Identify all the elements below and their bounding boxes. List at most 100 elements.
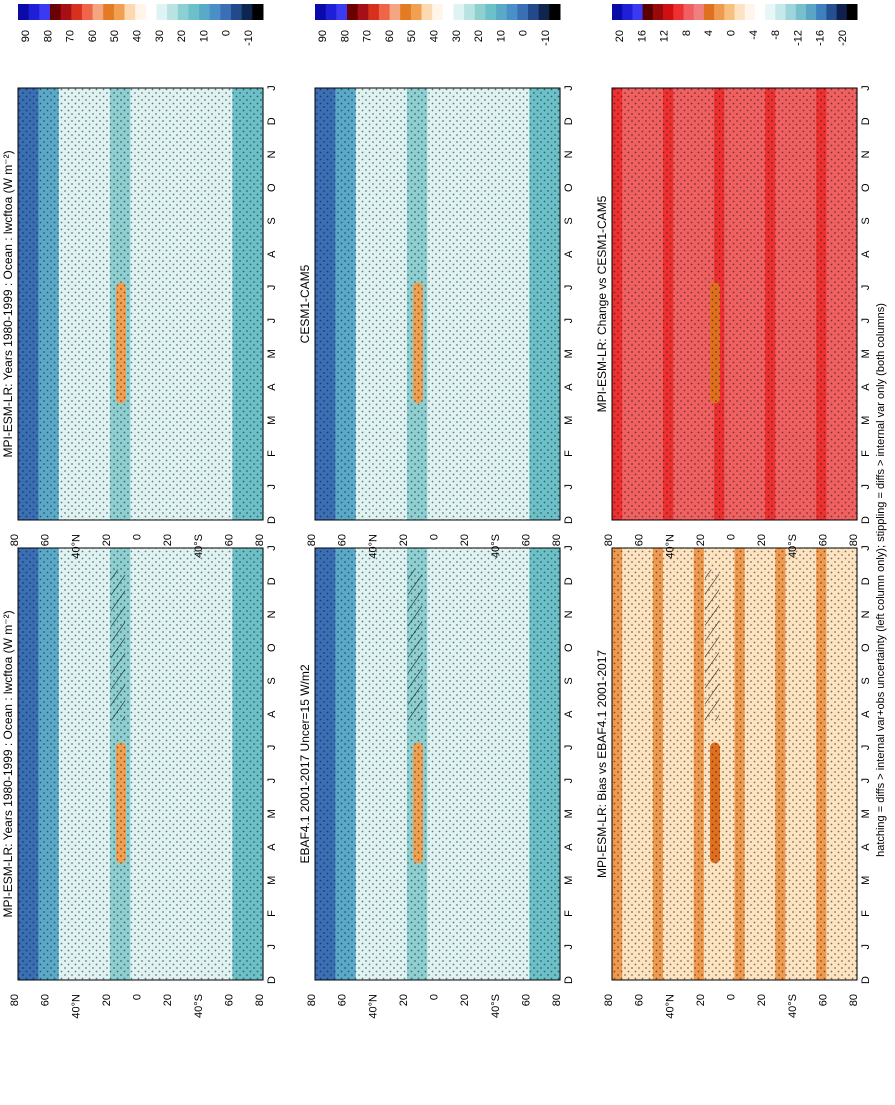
colorbar-swatch [612, 4, 623, 20]
stippling [315, 88, 560, 520]
month-tick: O [266, 183, 278, 192]
colorbar-swatch [315, 4, 327, 20]
colorbar-swatch [496, 4, 508, 20]
latitude-tick: 20 [756, 534, 768, 546]
month-tick: A [563, 383, 575, 391]
colorbar-swatch [241, 4, 253, 20]
colorbar-label: -12 [792, 30, 804, 46]
colorbar-swatch [124, 4, 136, 20]
stippling [315, 548, 560, 980]
latitude-tick: 40°N [70, 994, 82, 1019]
colorbar-label: 8 [681, 30, 693, 36]
colorbar-swatch [632, 4, 644, 20]
month-tick: D [266, 117, 278, 125]
month-tick: F [860, 910, 872, 917]
colorbar-swatch [464, 4, 476, 20]
month-tick: J [860, 85, 872, 91]
month-tick: O [563, 643, 575, 652]
month-tick: S [266, 677, 278, 684]
colorbar-swatch [836, 4, 848, 20]
panel-frame [17, 87, 264, 521]
month-tick: N [860, 150, 872, 158]
latitude-tick: 60 [337, 994, 349, 1006]
latitude-tick: 60 [40, 994, 52, 1006]
colorbar-swatch [642, 4, 654, 20]
stippling [18, 548, 263, 980]
colorbar-swatch [765, 4, 776, 20]
colorbar-swatch [71, 4, 83, 20]
colorbar-swatch [389, 4, 401, 20]
stippling [18, 88, 263, 520]
colorbar-swatch [816, 4, 827, 20]
colorbar-label: 80 [42, 30, 54, 42]
latitude-tick: 40°S [490, 534, 502, 558]
month-tick: N [860, 610, 872, 618]
month-tick: J [266, 318, 278, 324]
month-tick: D [563, 117, 575, 125]
latitude-tick: 80 [848, 534, 860, 546]
colorbar-label: -4 [748, 30, 760, 40]
month-tick: J [563, 745, 575, 751]
colorbar-swatch [231, 4, 243, 20]
panel-title: MPI-ESM-LR: Years 1980-1999 : Ocean : lw… [1, 150, 15, 457]
colorbar-swatch [28, 4, 40, 20]
month-tick: N [563, 150, 575, 158]
month-tick: M [266, 416, 278, 425]
latitude-tick: 0 [132, 994, 144, 1000]
latitude-tick: 40°S [193, 534, 205, 558]
colorbar-label: 90 [20, 30, 32, 42]
month-tick: O [860, 183, 872, 192]
latitude-tick: 60 [817, 994, 829, 1006]
colorbar-swatch [703, 4, 715, 20]
colorbar-label: 0 [518, 30, 530, 36]
colorbar-swatch [368, 4, 380, 20]
month-tick: M [860, 809, 872, 818]
latitude-tick: 60 [223, 994, 235, 1006]
colorbar-swatch [453, 4, 465, 20]
latitude-tick: 80 [306, 534, 318, 546]
colorbar-label: 60 [384, 30, 396, 42]
colorbar-swatch [325, 4, 337, 20]
colorbar-label: 20 [176, 30, 188, 42]
month-tick: J [860, 285, 872, 291]
colorbar-swatch [826, 4, 838, 20]
latitude-tick: 60 [520, 534, 532, 546]
colorbar-label: 80 [339, 30, 351, 42]
colorbar-swatch [220, 4, 232, 20]
month-tick: A [563, 250, 575, 258]
month-tick: A [563, 710, 575, 718]
colorbar: 90 80 70 60 50 40 30 20 10 0 -10 [315, 4, 561, 46]
colorbar-label: 10 [198, 30, 210, 42]
month-tick: J [563, 484, 575, 490]
colorbar-label: 30 [451, 30, 463, 42]
month-tick: S [563, 677, 575, 684]
latitude-tick: 60 [520, 994, 532, 1006]
month-tick: J [563, 318, 575, 324]
latitude-tick: 80 [603, 994, 615, 1006]
panel-title: MPI-ESM-LR: Years 1980-1999 : Ocean : lw… [1, 610, 15, 917]
month-tick: J [860, 545, 872, 551]
colorbar-swatch [378, 4, 391, 20]
figure-footnote: hatching = diffs > internal var+obs unce… [875, 303, 887, 857]
month-tick: J [860, 944, 872, 950]
latitude-tick: 20 [101, 534, 113, 546]
month-tick: M [860, 416, 872, 425]
colorbar-swatch [517, 4, 529, 20]
latitude-tick: 60 [337, 534, 349, 546]
month-tick: D [266, 976, 278, 984]
month-tick: N [266, 150, 278, 158]
colorbar-label: 40 [429, 30, 441, 42]
latitude-tick: 0 [132, 534, 144, 540]
month-tick: M [266, 349, 278, 358]
latitude-tick: 20 [695, 994, 707, 1006]
month-tick: J [563, 285, 575, 291]
colorbar-swatch [538, 4, 550, 20]
colorbar-label: 20 [614, 30, 626, 42]
month-tick: N [563, 610, 575, 618]
latitude-tick: 80 [551, 994, 563, 1006]
latitude-tick: 40°N [367, 994, 379, 1019]
month-tick: M [860, 876, 872, 885]
colorbar-swatch [135, 4, 147, 20]
latitude-tick: 40°N [664, 994, 676, 1019]
